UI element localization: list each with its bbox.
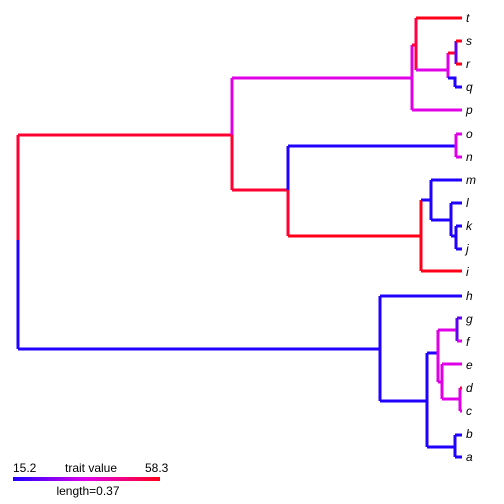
tip-label-r: r	[466, 57, 471, 71]
tip-label-h: h	[466, 289, 473, 303]
legend-max-label: 58.3	[145, 461, 169, 475]
tip-labels: t s r q p o n m l k j i h g f e d c b a	[464, 11, 476, 464]
branch-q-stem	[448, 76, 457, 87]
tip-label-k: k	[466, 219, 473, 233]
tip-label-p: p	[465, 103, 473, 117]
tip-label-b: b	[466, 427, 473, 441]
tip-label-o: o	[466, 127, 473, 141]
tip-label-n: n	[466, 150, 473, 164]
tip-label-c: c	[466, 404, 472, 418]
legend-color-bar	[13, 477, 160, 481]
tip-label-f: f	[466, 335, 471, 349]
tip-label-t: t	[466, 11, 470, 25]
tip-label-i: i	[466, 265, 469, 279]
tip-label-g: g	[466, 312, 473, 326]
tip-label-m: m	[466, 173, 476, 187]
tip-label-a: a	[466, 450, 473, 464]
legend-scale-label: length=0.37	[56, 484, 119, 498]
tip-label-d: d	[466, 381, 473, 395]
trait-legend: 15.2 trait value 58.3 length=0.37	[13, 461, 169, 498]
legend-min-label: 15.2	[13, 461, 37, 475]
tip-label-s: s	[466, 34, 472, 48]
legend-title: trait value	[65, 461, 117, 475]
tip-label-q: q	[466, 80, 473, 94]
tip-label-j: j	[464, 242, 469, 256]
tip-label-l: l	[466, 196, 469, 210]
tip-label-e: e	[466, 358, 473, 372]
